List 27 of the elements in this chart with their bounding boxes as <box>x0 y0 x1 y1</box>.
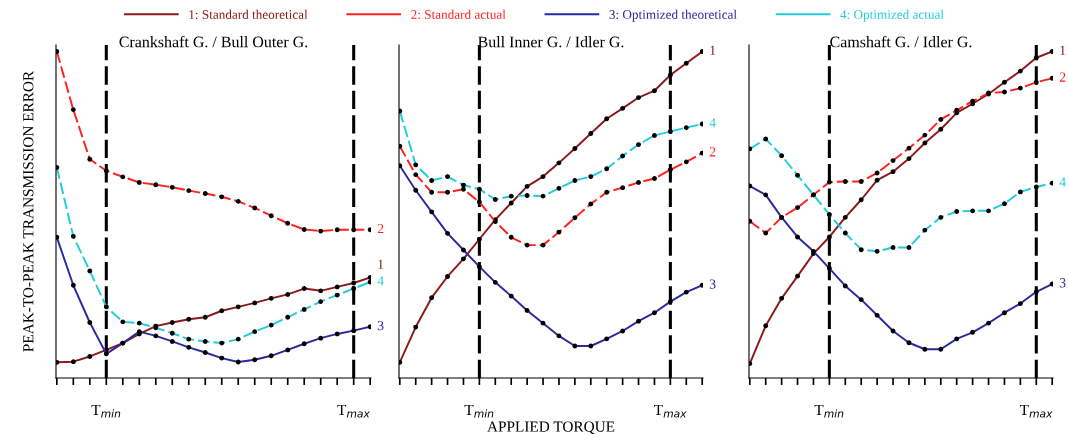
text: 2 <box>709 147 716 157</box>
chart-title: Bull Inner G. / Idler G. <box>478 36 624 48</box>
chart-title: Crankshaft G. / Bull Outer G. <box>119 35 308 48</box>
text: 3 <box>1059 278 1066 288</box>
y-axis-title: PEAK-TO-PEAK TRANSMISSION ERROR <box>23 70 34 352</box>
text: 1 <box>710 45 716 55</box>
text: 1 <box>378 259 384 269</box>
x-tick-label: T$_{max}$ <box>1019 404 1053 418</box>
text: 3 <box>709 279 716 289</box>
x-tick-label: T$_{min}$ <box>91 404 121 418</box>
legend-label: 4: Optimized actual <box>840 9 944 22</box>
x-axis-title: APPLIED TORQUE <box>487 421 615 435</box>
legend-label: 3: Optimized theoretical <box>609 9 737 22</box>
chart-title: Camshaft G. / Idler G. <box>830 35 972 48</box>
text: 1 <box>1060 45 1066 55</box>
text: 2 <box>377 223 384 234</box>
legend-label: 2: Standard actual <box>411 9 506 20</box>
text: 4 <box>1059 177 1066 187</box>
legend-label: 1: Standard theoretical <box>189 9 308 20</box>
text: 4 <box>377 276 384 286</box>
text: 3 <box>377 320 384 331</box>
x-tick-label: T$_{max}$ <box>337 404 370 418</box>
text: 2 <box>1059 72 1066 82</box>
x-tick-label: T$_{min}$ <box>464 404 494 418</box>
text: 4 <box>709 118 716 128</box>
x-tick-label: T$_{max}$ <box>654 404 687 418</box>
x-tick-label: T$_{min}$ <box>814 404 844 418</box>
